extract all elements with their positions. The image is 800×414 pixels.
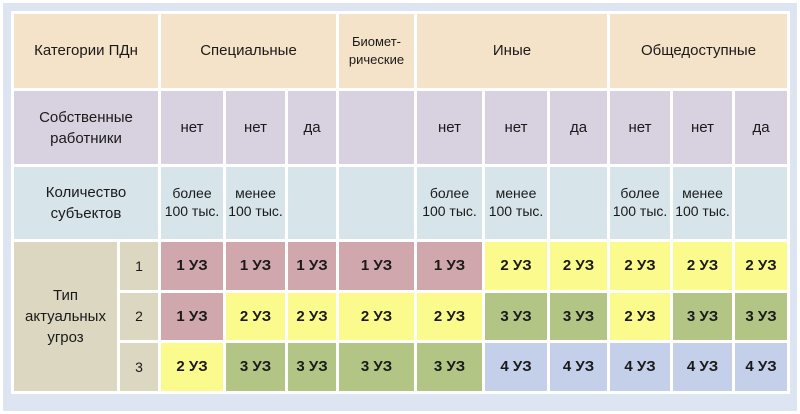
threat-type-2-row: 2 1 УЗ 2 УЗ 2 УЗ 2 УЗ 2 УЗ 3 УЗ 3 УЗ 2 У… [14, 293, 787, 340]
employees-cell [339, 91, 414, 164]
col-group-public: Общедоступные [610, 14, 787, 88]
security-level-cell: 3 УЗ [226, 343, 285, 391]
col-group-biometric: Биомет- рические [339, 14, 414, 88]
col-group-special: Специальные [161, 14, 336, 88]
security-level-cell: 2 УЗ [610, 293, 670, 340]
subjects-cell: более 100 тыс. [610, 167, 670, 239]
security-level-cell: 3 УЗ [417, 343, 482, 391]
security-level-cell: 4 УЗ [550, 343, 607, 391]
own-employees-row: Собственные работники нет нет да нет нет… [14, 91, 787, 164]
employees-cell: нет [673, 91, 732, 164]
security-level-cell: 1 УЗ [417, 242, 482, 290]
row-label-subject-count: Количество субъектов [14, 167, 158, 239]
security-level-cell: 1 УЗ [288, 242, 336, 290]
threat-type-cell: 3 [120, 343, 158, 391]
security-level-cell: 2 УЗ [288, 293, 336, 340]
subject-count-row: Количество субъектов более 100 тыс. мене… [14, 167, 787, 239]
employees-cell: нет [610, 91, 670, 164]
security-level-cell: 3 УЗ [485, 293, 547, 340]
threat-type-cell: 1 [120, 242, 158, 290]
employees-cell: нет [417, 91, 482, 164]
security-level-cell: 2 УЗ [339, 293, 414, 340]
security-level-cell: 3 УЗ [288, 343, 336, 391]
security-level-cell: 4 УЗ [485, 343, 547, 391]
row-label-own-employees: Собственные работники [14, 91, 158, 164]
subjects-cell: более 100 тыс. [161, 167, 223, 239]
pdn-security-levels-table: Категории ПДн Специальные Биомет- рическ… [11, 11, 790, 394]
col-group-other: Иные [417, 14, 607, 88]
security-level-cell: 2 УЗ [226, 293, 285, 340]
employees-cell: да [288, 91, 336, 164]
security-level-cell: 2 УЗ [550, 242, 607, 290]
security-level-cell: 1 УЗ [161, 242, 223, 290]
threat-type-1-row: Тип актуальных угроз 1 1 УЗ 1 УЗ 1 УЗ 1 … [14, 242, 787, 391]
security-level-cell: 3 УЗ [550, 293, 607, 340]
subjects-cell: менее 100 тыс. [226, 167, 285, 239]
employees-cell: нет [485, 91, 547, 164]
security-level-cell: 4 УЗ [610, 343, 670, 391]
security-level-cell: 2 УЗ [161, 343, 223, 391]
subjects-cell: менее 100 тыс. [485, 167, 547, 239]
subjects-cell [339, 167, 414, 239]
security-level-cell: 2 УЗ [673, 242, 732, 290]
row-label-threat-type: Тип актуальных угроз [14, 242, 117, 391]
header-row: Категории ПДн Специальные Биомет- рическ… [14, 14, 787, 88]
subjects-cell: менее 100 тыс. [673, 167, 732, 239]
threat-type-3-row: 3 2 УЗ 3 УЗ 3 УЗ 3 УЗ 3 УЗ 4 УЗ 4 УЗ 4 У… [14, 343, 787, 391]
subjects-cell: более 100 тыс. [417, 167, 482, 239]
corner-cell-categories: Категории ПДн [14, 14, 158, 88]
security-level-cell: 3 УЗ [673, 293, 732, 340]
security-level-cell: 2 УЗ [417, 293, 482, 340]
security-level-cell: 2 УЗ [485, 242, 547, 290]
security-level-cell: 1 УЗ [161, 293, 223, 340]
security-level-cell: 3 УЗ [339, 343, 414, 391]
security-level-cell: 2 УЗ [610, 242, 670, 290]
security-level-cell: 4 УЗ [735, 343, 787, 391]
security-level-cell: 3 УЗ [735, 293, 787, 340]
security-level-cell: 4 УЗ [673, 343, 732, 391]
subjects-cell [288, 167, 336, 239]
threat-type-cell: 2 [120, 293, 158, 340]
employees-cell: нет [226, 91, 285, 164]
security-level-cell: 1 УЗ [339, 242, 414, 290]
security-level-cell: 1 УЗ [226, 242, 285, 290]
subjects-cell [550, 167, 607, 239]
employees-cell: да [550, 91, 607, 164]
employees-cell: нет [161, 91, 223, 164]
employees-cell: да [735, 91, 787, 164]
security-level-cell: 2 УЗ [735, 242, 787, 290]
subjects-cell [735, 167, 787, 239]
